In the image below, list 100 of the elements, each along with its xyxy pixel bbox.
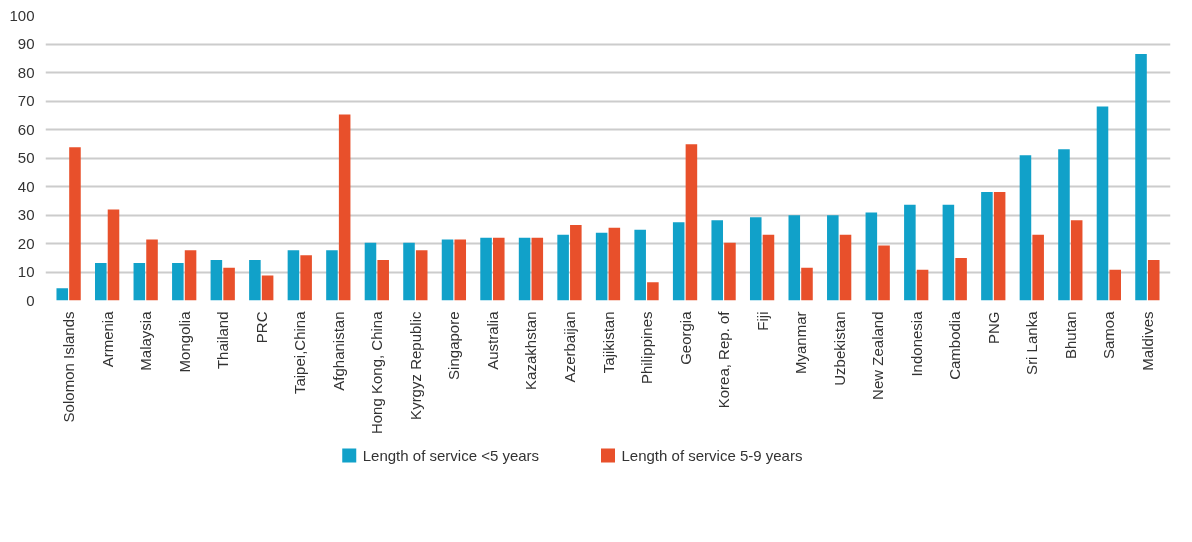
bar bbox=[56, 288, 69, 301]
bar bbox=[827, 215, 839, 301]
x-tick-label: Sri Lanka bbox=[1023, 310, 1041, 375]
bar bbox=[261, 275, 274, 301]
x-tick-label: Korea, Rep. of bbox=[715, 310, 733, 409]
bar bbox=[95, 262, 107, 301]
x-tick-label: Thailand bbox=[214, 311, 232, 370]
x-tick-label: Australia bbox=[483, 310, 501, 370]
bar bbox=[993, 191, 1006, 301]
bar bbox=[107, 209, 120, 301]
x-tick-label: Kyrgyz Republic bbox=[406, 311, 424, 420]
bar bbox=[493, 237, 505, 301]
bar bbox=[749, 217, 762, 301]
bar bbox=[1032, 234, 1044, 301]
bar bbox=[608, 227, 621, 301]
y-tick-label: 80 bbox=[17, 63, 35, 81]
bar bbox=[1096, 106, 1109, 301]
x-tick-label: Bhutan bbox=[1061, 311, 1079, 360]
x-tick-label: Hong Kong, China bbox=[368, 310, 386, 435]
bar bbox=[531, 237, 544, 301]
x-tick-label: Philippines bbox=[638, 311, 656, 385]
bar bbox=[711, 220, 723, 301]
bar bbox=[454, 239, 467, 301]
bar bbox=[1019, 155, 1032, 301]
bar bbox=[133, 262, 146, 301]
y-tick-label: 90 bbox=[17, 35, 35, 52]
y-tick-label: 20 bbox=[17, 234, 35, 252]
x-tick-label: Solomon Islands bbox=[60, 311, 78, 423]
bar bbox=[172, 262, 184, 301]
bar bbox=[146, 239, 158, 301]
x-tick-label: Malaysia bbox=[137, 310, 155, 371]
x-tick-label: Tajikistan bbox=[599, 311, 617, 374]
bar bbox=[377, 260, 389, 301]
bar bbox=[904, 204, 916, 301]
bar bbox=[839, 234, 852, 301]
bar bbox=[480, 237, 492, 301]
bar bbox=[184, 250, 197, 301]
bar bbox=[724, 242, 736, 301]
bar bbox=[223, 267, 235, 301]
bar bbox=[916, 269, 929, 301]
y-tick-label: 50 bbox=[17, 149, 35, 166]
bar bbox=[595, 232, 608, 301]
bar bbox=[672, 222, 685, 301]
bar bbox=[518, 237, 531, 301]
x-tick-label: New Zealand bbox=[869, 311, 887, 400]
x-tick-label: Myanmar bbox=[792, 311, 810, 375]
bar bbox=[287, 250, 300, 301]
x-tick-label: Mongolia bbox=[175, 310, 193, 373]
bar bbox=[403, 242, 415, 301]
bar bbox=[685, 144, 698, 301]
bar bbox=[300, 255, 312, 301]
bar bbox=[441, 239, 454, 301]
x-tick-label: Afghanistan bbox=[329, 311, 347, 391]
bar bbox=[415, 250, 428, 301]
bar bbox=[865, 212, 878, 301]
bar bbox=[955, 258, 967, 301]
x-tick-label: Maldives bbox=[1138, 311, 1156, 371]
bar bbox=[981, 191, 993, 301]
y-tick-label: 10 bbox=[17, 263, 35, 280]
bar bbox=[1058, 149, 1070, 301]
x-tick-label: Samoa bbox=[1100, 310, 1118, 360]
y-tick-label: 0 bbox=[26, 291, 35, 309]
bar bbox=[1109, 269, 1121, 301]
x-tick-label: Taipei,China bbox=[291, 310, 309, 395]
bar bbox=[249, 260, 261, 301]
bar bbox=[788, 215, 801, 301]
x-tick-label: Singapore bbox=[445, 311, 463, 380]
x-tick-label: Fiji bbox=[753, 311, 771, 331]
legend-label: Length of service <5 years bbox=[362, 447, 540, 464]
bar bbox=[338, 114, 351, 301]
bar bbox=[801, 267, 813, 301]
x-tick-label: Georgia bbox=[676, 310, 694, 365]
bar bbox=[1147, 260, 1160, 301]
bar bbox=[364, 242, 377, 301]
bar bbox=[647, 282, 659, 301]
bar bbox=[878, 245, 890, 301]
bar bbox=[557, 234, 569, 301]
x-tick-label: Azerbaijan bbox=[560, 311, 578, 383]
y-tick-label: 40 bbox=[17, 177, 35, 195]
y-tick-label: 30 bbox=[17, 206, 35, 223]
bar bbox=[762, 234, 775, 301]
x-tick-label: Cambodia bbox=[946, 310, 964, 380]
x-tick-label: Indonesia bbox=[907, 310, 925, 377]
legend-label: Length of service 5-9 years bbox=[621, 447, 803, 464]
bar bbox=[942, 204, 955, 301]
y-tick-label: 70 bbox=[17, 92, 35, 109]
x-tick-label: PRC bbox=[252, 311, 270, 344]
bar bbox=[326, 250, 338, 301]
bar bbox=[69, 147, 81, 301]
x-tick-label: Armenia bbox=[98, 310, 116, 368]
y-tick-label: 100 bbox=[9, 6, 35, 24]
bar bbox=[1135, 53, 1147, 301]
x-tick-label: PNG bbox=[984, 311, 1002, 344]
y-tick-label: 60 bbox=[17, 120, 35, 138]
bar bbox=[634, 229, 646, 301]
x-tick-label: Uzbekistan bbox=[830, 311, 848, 386]
bar bbox=[1070, 220, 1083, 301]
x-tick-label: Kazakhstan bbox=[522, 311, 540, 390]
bar bbox=[210, 260, 223, 301]
bar bbox=[570, 224, 582, 301]
